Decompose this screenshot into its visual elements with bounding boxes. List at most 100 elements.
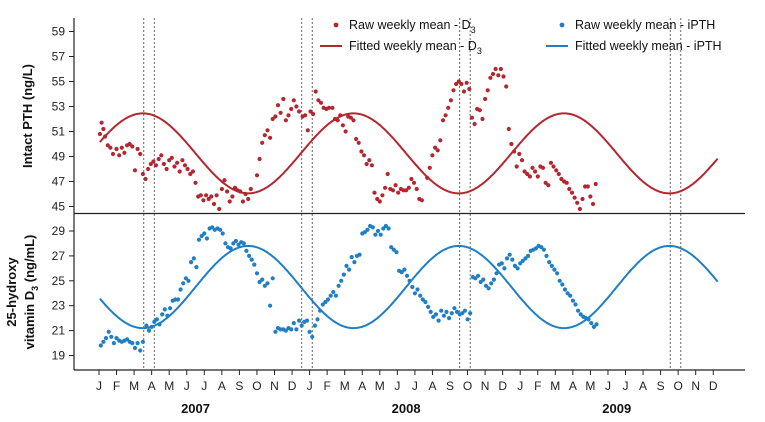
point-1-145 — [481, 277, 486, 282]
point-0-21 — [151, 159, 156, 164]
point-1-55 — [244, 248, 249, 253]
point-0-123 — [427, 165, 432, 170]
point-1-36 — [194, 265, 199, 270]
point-1-173 — [555, 271, 560, 276]
point-0-72 — [289, 106, 294, 112]
point-1-175 — [560, 282, 565, 287]
point-0-87 — [330, 105, 335, 110]
point-0-64 — [268, 135, 273, 140]
point-0-151 — [501, 74, 506, 79]
point-0-57 — [246, 196, 251, 202]
point-0-35 — [188, 171, 193, 177]
ytick-label-47: 47 — [52, 175, 66, 189]
fit-line-0 — [99, 112, 719, 195]
point-0-34 — [185, 166, 190, 172]
point-1-66 — [273, 329, 278, 334]
point-0-111 — [393, 183, 398, 188]
point-1-188 — [594, 322, 599, 327]
point-1-47 — [223, 241, 228, 246]
point-1-138 — [462, 308, 467, 313]
point-0-118 — [411, 180, 417, 185]
point-0-156 — [514, 164, 519, 169]
point-0-48 — [222, 178, 227, 183]
point-1-62 — [262, 283, 267, 288]
month-label-14: M — [340, 379, 350, 393]
point-1-93 — [344, 263, 349, 268]
point-1-1 — [101, 339, 106, 344]
point-1-129 — [439, 308, 444, 313]
point-1-123 — [423, 299, 428, 305]
month-label-29: J — [605, 379, 611, 393]
point-1-56 — [247, 253, 252, 258]
point-0-150 — [498, 66, 503, 72]
point-0-126 — [435, 148, 440, 153]
point-0-86 — [326, 105, 331, 110]
x-axis: J F M A M J J A S O N D J F M A M J J A S O N D J F M A M J J A S O N D2007… — [96, 370, 718, 416]
point-1-45 — [218, 227, 223, 232]
point-0-128 — [440, 118, 446, 123]
point-1-20 — [152, 319, 157, 324]
month-label-5: J — [184, 379, 190, 393]
point-1-26 — [168, 306, 173, 311]
point-0-147 — [490, 71, 496, 77]
point-1-34 — [189, 260, 194, 265]
point-0-69 — [281, 96, 286, 102]
point-0-51 — [230, 194, 235, 199]
point-1-65 — [270, 276, 275, 281]
point-1-178 — [568, 293, 573, 298]
point-0-65 — [270, 116, 275, 122]
year-label-2008: 2008 — [392, 401, 421, 416]
point-0-138 — [467, 86, 472, 92]
point-1-122 — [420, 297, 425, 302]
point-1-135 — [454, 309, 460, 314]
point-0-181 — [580, 196, 585, 202]
point-0-184 — [588, 194, 593, 199]
point-1-161 — [523, 256, 528, 261]
point-1-186 — [589, 321, 594, 326]
month-label-9: O — [252, 379, 261, 393]
point-0-177 — [569, 190, 575, 195]
point-0-33 — [182, 163, 188, 168]
point-1-18 — [146, 328, 152, 333]
point-1-142 — [473, 276, 478, 281]
legend-fit-d3: Fitted weekly mean - D3 — [349, 39, 482, 56]
point-0-142 — [477, 108, 482, 113]
point-0-16 — [138, 151, 143, 157]
point-0-12 — [127, 141, 132, 147]
point-0-104 — [375, 196, 380, 202]
point-0-71 — [286, 113, 291, 118]
point-1-23 — [160, 312, 165, 317]
legend-raw-ipth-marker — [559, 22, 565, 28]
point-1-4 — [109, 334, 114, 339]
legend-fit-ipth: Fitted weekly mean - iPTH — [575, 39, 722, 53]
point-1-162 — [526, 253, 531, 258]
year-label-2009: 2009 — [602, 401, 631, 416]
point-1-115 — [402, 267, 407, 272]
point-1-35 — [191, 256, 196, 261]
legend-fit-d3-main: Fitted weekly mean - D — [349, 39, 477, 53]
point-1-94 — [347, 267, 352, 272]
point-0-127 — [438, 138, 443, 143]
point-0-59 — [254, 173, 260, 178]
point-1-181 — [576, 308, 581, 313]
month-label-2: M — [129, 379, 139, 393]
point-1-40 — [204, 236, 209, 241]
month-label-0: J — [96, 379, 102, 393]
point-0-70 — [283, 118, 288, 123]
point-1-111 — [391, 247, 396, 252]
point-0-164 — [535, 174, 540, 179]
point-0-119 — [414, 186, 419, 192]
point-0-55 — [240, 199, 245, 204]
legend: Raw weekly mean - D3 Fitted weekly mean … — [320, 18, 722, 56]
point-0-40 — [201, 198, 206, 203]
month-label-4: M — [164, 379, 174, 393]
point-1-147 — [486, 286, 491, 291]
point-0-26 — [164, 166, 169, 172]
point-0-42 — [206, 196, 211, 202]
point-1-79 — [307, 329, 312, 334]
point-0-60 — [257, 156, 262, 162]
legend-raw-d3-marker — [333, 22, 339, 28]
point-0-19 — [146, 166, 151, 172]
point-0-160 — [525, 171, 530, 177]
point-0-173 — [559, 176, 564, 182]
